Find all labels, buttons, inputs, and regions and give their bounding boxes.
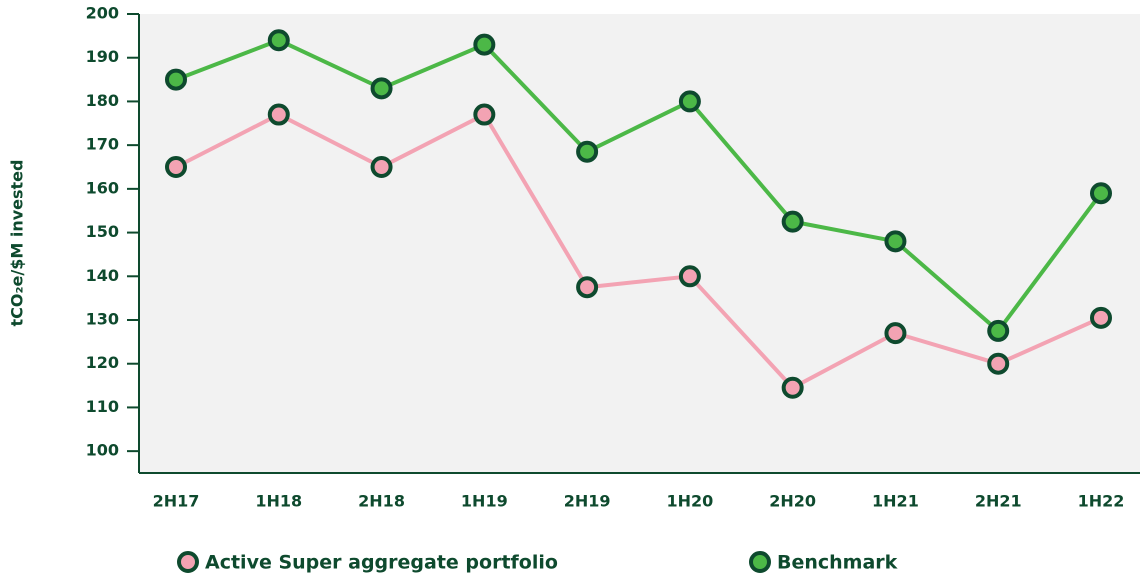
marker bbox=[884, 230, 907, 253]
y-tick-label: 120 bbox=[86, 353, 119, 372]
x-tick-label: 2H19 bbox=[564, 492, 611, 511]
y-tick-label: 100 bbox=[86, 441, 119, 460]
marker bbox=[987, 352, 1010, 375]
marker bbox=[1090, 306, 1112, 329]
legend-swatch bbox=[749, 551, 771, 573]
marker bbox=[165, 68, 187, 91]
x-tick-label: 1H21 bbox=[872, 492, 919, 511]
y-tick-label: 150 bbox=[86, 222, 119, 241]
legend-label: Benchmark bbox=[777, 552, 898, 574]
marker bbox=[576, 140, 599, 163]
y-tick-label: 170 bbox=[86, 135, 119, 154]
marker bbox=[884, 322, 907, 345]
x-tick-label: 1H20 bbox=[666, 492, 713, 511]
y-tick-label: 140 bbox=[86, 266, 119, 285]
y-tick-label: 180 bbox=[86, 91, 119, 110]
marker bbox=[473, 103, 496, 126]
plot-area bbox=[139, 14, 1140, 473]
y-tick-label: 130 bbox=[86, 310, 119, 329]
x-tick-label: 1H22 bbox=[1078, 492, 1125, 511]
legend-swatch bbox=[177, 551, 199, 573]
marker bbox=[987, 319, 1010, 342]
x-tick-label: 1H18 bbox=[255, 492, 302, 511]
marker bbox=[370, 156, 393, 178]
marker bbox=[473, 33, 496, 56]
marker bbox=[781, 210, 804, 233]
marker bbox=[1090, 182, 1112, 205]
series-line bbox=[175, 111, 1102, 391]
marker bbox=[781, 376, 804, 399]
marker bbox=[267, 103, 290, 126]
x-tick-label: 2H21 bbox=[975, 492, 1022, 511]
y-tick-label: 200 bbox=[86, 4, 119, 23]
y-axis-label: tCO₂e/$M invested bbox=[8, 160, 27, 327]
marker bbox=[576, 276, 599, 299]
marker bbox=[678, 265, 701, 288]
marker bbox=[165, 156, 187, 178]
y-tick-label: 190 bbox=[86, 47, 119, 66]
x-tick-label: 2H20 bbox=[769, 492, 816, 511]
y-tick-label: 110 bbox=[86, 397, 119, 416]
marker bbox=[370, 77, 393, 100]
marker bbox=[267, 29, 290, 52]
x-tick-label: 1H19 bbox=[461, 492, 508, 511]
marker bbox=[678, 90, 701, 113]
x-tick-label: 2H18 bbox=[358, 492, 405, 511]
legend-label: Active Super aggregate portfolio bbox=[205, 552, 558, 574]
x-tick-label: 2H17 bbox=[153, 492, 200, 511]
series-line bbox=[175, 38, 1103, 334]
y-tick-label: 160 bbox=[86, 178, 119, 197]
